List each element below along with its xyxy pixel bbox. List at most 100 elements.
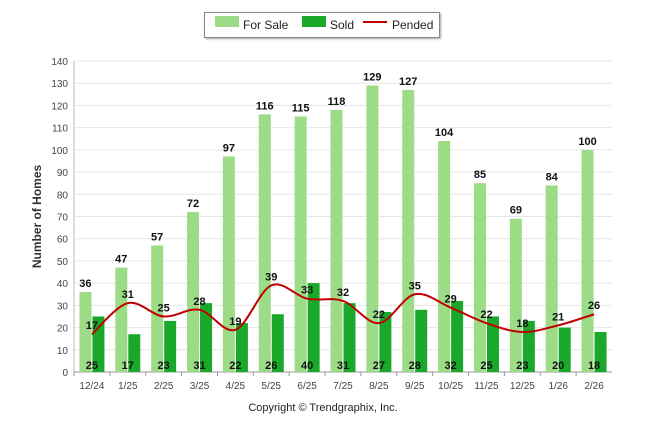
- data-label-pended: 39: [265, 271, 277, 283]
- data-label-sold: 22: [229, 360, 241, 372]
- data-label-sold: 23: [158, 360, 170, 372]
- data-label-pended: 35: [409, 280, 421, 292]
- data-label-sold: 32: [444, 360, 456, 372]
- data-label-pended: 21: [552, 311, 564, 323]
- data-label-pended: 32: [337, 287, 349, 299]
- x-tick-label: 1/26: [548, 381, 568, 392]
- data-label-pended: 31: [122, 289, 134, 301]
- legend-swatch-pended: [363, 21, 387, 23]
- bar-for-sale: [294, 116, 307, 373]
- x-tick-label: 11/25: [474, 381, 499, 392]
- bar-for-sale: [581, 149, 594, 372]
- bar-sold: [343, 303, 356, 372]
- y-tick-label: 10: [57, 346, 69, 357]
- y-tick-label: 70: [57, 213, 69, 224]
- legend-swatch-for-sale: [215, 16, 239, 27]
- bar-sold: [307, 283, 320, 372]
- bar-sold: [451, 300, 464, 372]
- data-label-sold: 17: [122, 360, 134, 372]
- x-tick-label: 2/25: [154, 381, 174, 392]
- bar-sold: [128, 334, 141, 372]
- data-label-sold: 26: [265, 360, 277, 372]
- data-label-sold: 40: [301, 360, 313, 372]
- y-tick-label: 130: [51, 79, 68, 90]
- y-tick-label: 120: [51, 101, 68, 112]
- bar-for-sale: [473, 183, 486, 372]
- bar-for-sale: [509, 218, 522, 372]
- y-tick-label: 20: [57, 324, 69, 335]
- x-tick-label: 12/24: [79, 381, 104, 392]
- bar-sold: [558, 327, 571, 372]
- data-label-for-sale: 100: [578, 136, 596, 148]
- data-label-sold: 27: [373, 360, 385, 372]
- data-label-for-sale: 47: [115, 254, 127, 266]
- bar-for-sale: [115, 267, 128, 372]
- data-label-pended: 22: [480, 309, 492, 321]
- data-label-sold: 25: [480, 360, 492, 372]
- y-tick-label: 0: [62, 368, 68, 379]
- data-label-for-sale: 72: [187, 198, 199, 210]
- data-label-for-sale: 36: [79, 278, 91, 290]
- legend-label-pended: Pended: [392, 18, 434, 32]
- bar-for-sale: [79, 292, 92, 372]
- y-tick-label: 140: [51, 57, 68, 68]
- x-tick-label: 12/25: [510, 381, 535, 392]
- bar-for-sale: [187, 212, 200, 372]
- legend: For Sale Sold Pended: [204, 12, 440, 38]
- data-label-pended: 18: [516, 318, 528, 330]
- data-label-for-sale: 116: [256, 100, 274, 112]
- bar-for-sale: [151, 245, 164, 372]
- data-label-pended: 19: [229, 316, 241, 328]
- y-tick-label: 80: [57, 190, 69, 201]
- y-tick-label: 40: [57, 279, 69, 290]
- bar-for-sale: [545, 185, 558, 372]
- data-label-for-sale: 115: [292, 103, 310, 115]
- data-label-sold: 18: [588, 360, 600, 372]
- data-label-pended: 26: [588, 300, 600, 312]
- bar-for-sale: [330, 109, 343, 372]
- bar-sold: [271, 314, 284, 372]
- data-label-for-sale: 129: [363, 71, 381, 83]
- data-label-sold: 23: [516, 360, 528, 372]
- y-tick-label: 60: [57, 235, 69, 246]
- data-label-pended: 25: [158, 302, 170, 314]
- x-tick-label: 3/25: [190, 381, 210, 392]
- data-label-sold: 31: [337, 360, 349, 372]
- y-tick-label: 30: [57, 301, 69, 312]
- x-tick-label: 7/25: [333, 381, 353, 392]
- y-tick-label: 110: [52, 124, 68, 135]
- data-label-pended: 17: [86, 320, 98, 332]
- x-tick-label: 9/25: [405, 381, 425, 392]
- data-label-for-sale: 85: [474, 169, 486, 181]
- data-label-for-sale: 57: [151, 231, 163, 243]
- y-tick-label: 50: [57, 257, 69, 268]
- bar-for-sale: [366, 85, 379, 372]
- bar-for-sale: [402, 89, 415, 372]
- data-label-sold: 25: [86, 360, 98, 372]
- bar-for-sale: [258, 114, 271, 373]
- data-label-pended: 22: [373, 309, 385, 321]
- bar-sold: [235, 323, 248, 372]
- data-label-sold: 28: [409, 360, 421, 372]
- data-label-pended: 33: [301, 285, 313, 297]
- data-label-for-sale: 97: [223, 143, 235, 155]
- data-label-for-sale: 69: [510, 205, 522, 217]
- x-tick-label: 8/25: [369, 381, 389, 392]
- data-label-pended: 29: [444, 294, 456, 306]
- data-label-sold: 20: [552, 360, 564, 372]
- x-tick-label: 1/25: [118, 381, 138, 392]
- data-label-for-sale: 84: [546, 171, 559, 183]
- y-tick-label: 90: [57, 168, 69, 179]
- bar-sold: [379, 312, 392, 372]
- data-label-for-sale: 104: [435, 127, 454, 139]
- x-tick-label: 10/25: [438, 381, 463, 392]
- bar-for-sale: [438, 140, 451, 372]
- bar-for-sale: [222, 156, 235, 372]
- legend-label-sold: Sold: [330, 18, 355, 32]
- line-pended: [91, 283, 595, 335]
- data-label-sold: 31: [193, 360, 205, 372]
- bar-sold: [594, 332, 607, 372]
- x-tick-label: 6/25: [297, 381, 317, 392]
- y-axis-title: Number of Homes: [30, 165, 44, 269]
